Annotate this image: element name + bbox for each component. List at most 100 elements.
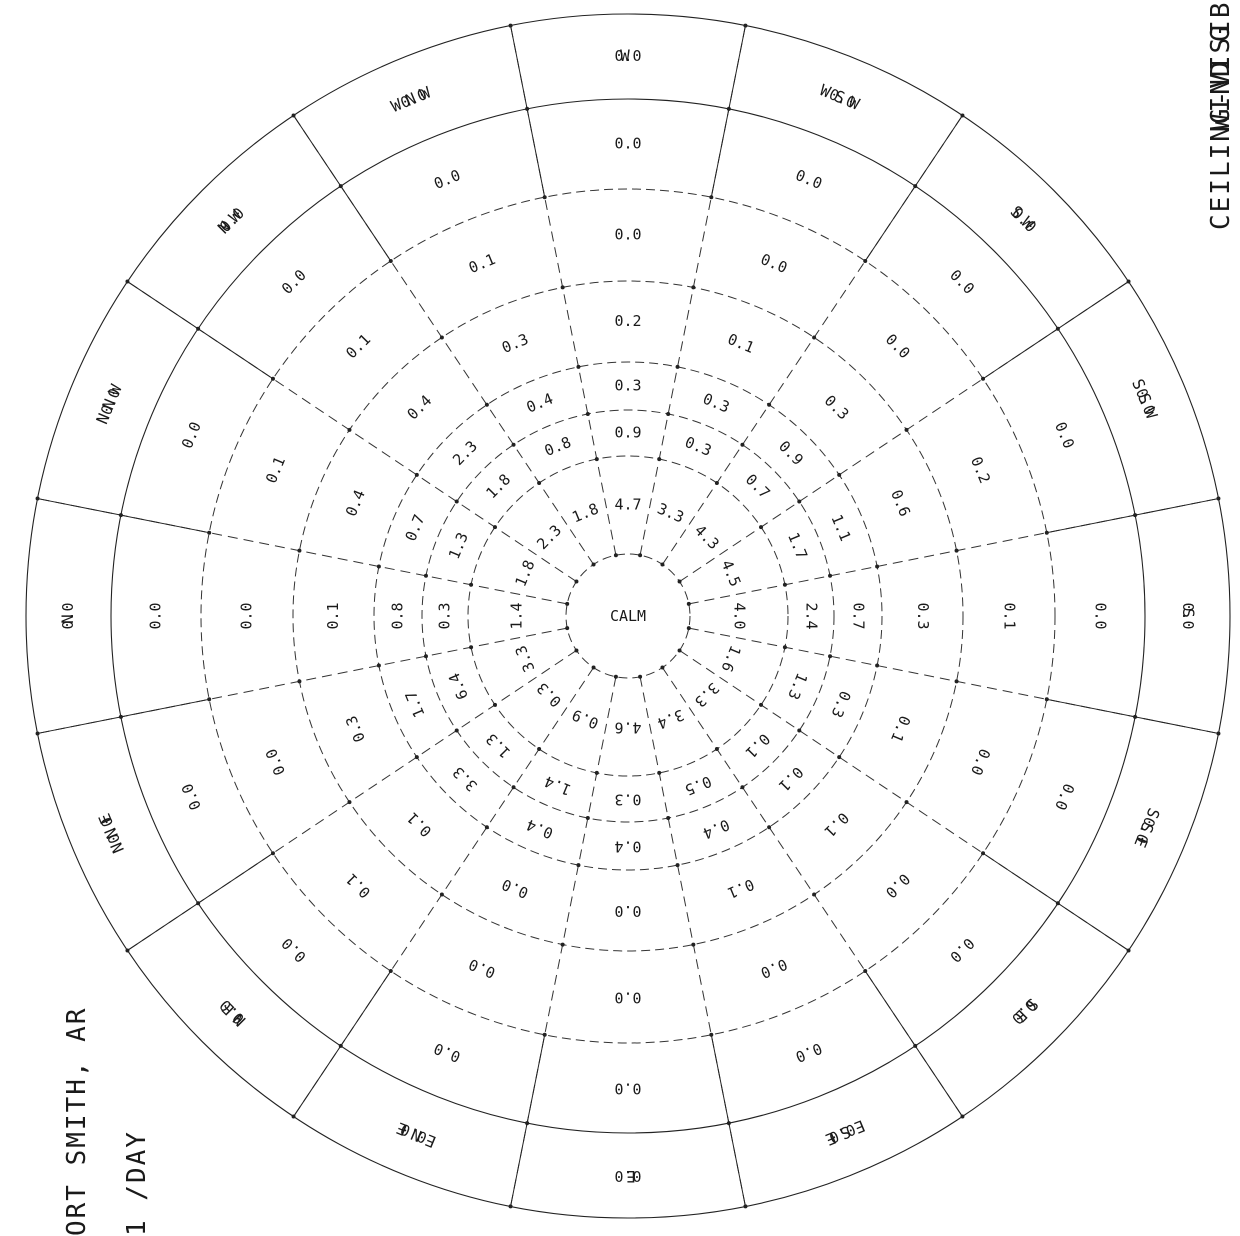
spoke-dot	[613, 553, 618, 558]
direction-label-NNE: NNE	[92, 805, 128, 856]
spoke-dot	[875, 663, 880, 668]
spoke-dot	[638, 553, 643, 558]
value-E-ring-4: 0.0	[614, 902, 641, 920]
spoke-dot	[954, 548, 959, 553]
spoke-dot	[767, 402, 772, 407]
spoke-dot	[525, 1121, 530, 1126]
value-SSW-ring-5: 0.2	[967, 454, 994, 486]
spoke-dot	[666, 411, 671, 416]
spoke-dot	[913, 184, 918, 189]
value-SE-ring-4: 0.1	[821, 809, 853, 841]
spoke-dot	[812, 335, 817, 340]
value-E-ring-5: 0.0	[614, 989, 641, 1007]
value-SE-ring-1: 3.3	[691, 679, 723, 711]
spoke-dot	[508, 1204, 513, 1209]
direction-label-W: W	[620, 46, 636, 65]
value-WSW-ring-6: 0.0	[793, 166, 825, 193]
spoke-dot	[338, 1043, 343, 1048]
spoke-outer-8	[1046, 498, 1219, 534]
spoke-dot	[812, 892, 817, 897]
value-NNW-ring-1: 1.8	[511, 557, 538, 589]
spoke-dot	[594, 457, 599, 462]
value-W-ring-7: 0.0	[614, 47, 641, 65]
spoke-outer-11	[710, 25, 746, 198]
spoke-dot	[594, 770, 599, 775]
spoke-dot	[574, 648, 579, 653]
value-NNW-ring-3: 0.7	[402, 512, 429, 544]
spoke-dot	[537, 480, 542, 485]
value-ENE-ring-5: 0.0	[466, 955, 498, 982]
direction-label-ENE: ENE	[388, 1116, 439, 1152]
value-SE-ring-2: 0.1	[742, 730, 774, 762]
spoke-dot	[125, 279, 130, 284]
spoke-outer-5	[864, 970, 963, 1117]
direction-label-SSW: SSW	[1128, 376, 1164, 427]
spoke-dot	[677, 648, 682, 653]
ring-7	[25, 13, 1231, 1219]
value-S-ring-7: 0.0	[1179, 602, 1197, 629]
value-WSW-ring-3: 0.3	[700, 390, 732, 417]
value-SSE-ring-2: 1.3	[784, 670, 811, 702]
value-SSE-ring-4: 0.1	[887, 713, 914, 745]
value-S-ring-3: 0.7	[850, 602, 868, 629]
spoke-dot	[782, 645, 787, 650]
value-W-ring-6: 0.0	[614, 135, 641, 153]
value-SSW-ring-4: 0.6	[887, 487, 914, 519]
spoke-dot	[837, 472, 842, 477]
spoke-dot	[388, 969, 393, 974]
spoke-dot	[960, 113, 965, 118]
value-S-ring-2: 2.4	[803, 602, 821, 629]
spoke-dot	[904, 427, 909, 432]
station-title: ORT SMITH, AR	[62, 1006, 92, 1236]
spoke-dot	[709, 195, 714, 200]
spoke-dot	[574, 579, 579, 584]
spoke-dot	[291, 1114, 296, 1119]
value-SSW-ring-2: 1.7	[784, 530, 811, 562]
value-E-ring-3: 0.4	[614, 838, 641, 856]
spoke-dot	[591, 665, 596, 670]
spoke-dot	[125, 948, 130, 953]
spoke-dot	[726, 1121, 731, 1126]
value-SW-ring-4: 0.3	[821, 391, 853, 423]
value-NW-ring-5: 0.1	[342, 330, 374, 362]
spoke-dot	[454, 499, 459, 504]
spoke-dot	[960, 1114, 965, 1119]
spoke-dot	[759, 702, 764, 707]
spoke-dot	[585, 411, 590, 416]
spoke-dot	[439, 335, 444, 340]
spoke-dot	[675, 364, 680, 369]
value-SSE-ring-6: 0.0	[1051, 781, 1078, 813]
value-ENE-ring-1: 0.9	[569, 706, 601, 733]
ring-0	[565, 553, 691, 679]
chart-subtitle: WIND G	[1206, 24, 1236, 130]
spoke-dot	[913, 1043, 918, 1048]
spoke-dot	[767, 825, 772, 830]
spoke-dot	[469, 645, 474, 650]
value-N-ring-3: 0.8	[389, 602, 407, 629]
spoke-dot	[454, 728, 459, 733]
ring-1	[467, 455, 789, 777]
spoke-dot	[1216, 731, 1221, 736]
value-W-ring-2: 0.9	[614, 424, 641, 442]
value-E-ring-6: 0.0	[614, 1080, 641, 1098]
value-NNE-ring-5: 0.0	[262, 746, 289, 778]
spoke-dot	[492, 525, 497, 530]
direction-label-N: N	[58, 608, 77, 624]
value-E-ring-7: 0.0	[614, 1167, 641, 1185]
value-NNW-ring-2: 1.3	[445, 530, 472, 562]
direction-label-S: S	[1179, 608, 1198, 624]
value-WNW-ring-4: 0.3	[499, 330, 531, 357]
calm-label: CALM	[610, 607, 646, 625]
spoke-dot	[542, 195, 547, 200]
value-N-ring-2: 0.3	[436, 602, 454, 629]
spoke-dot	[565, 626, 570, 631]
spoke-dot	[714, 480, 719, 485]
spoke-dot	[338, 184, 343, 189]
spoke-dot	[525, 106, 530, 111]
spoke-dot	[657, 457, 662, 462]
value-ENE-ring-2: 1.4	[542, 772, 574, 799]
spoke-dot	[709, 1032, 714, 1037]
spoke-dot	[743, 1204, 748, 1209]
value-NW-ring-6: 0.0	[278, 266, 310, 298]
